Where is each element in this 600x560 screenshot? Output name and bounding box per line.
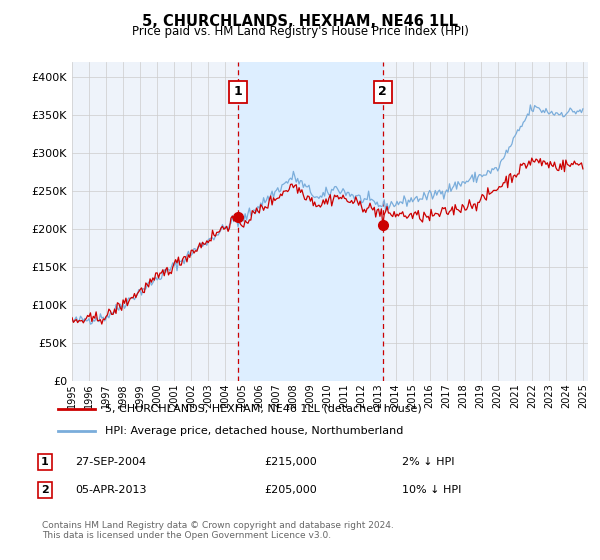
- Text: 5, CHURCHLANDS, HEXHAM, NE46 1LL: 5, CHURCHLANDS, HEXHAM, NE46 1LL: [142, 14, 458, 29]
- Text: Contains HM Land Registry data © Crown copyright and database right 2024.
This d: Contains HM Land Registry data © Crown c…: [42, 521, 394, 540]
- Text: HPI: Average price, detached house, Northumberland: HPI: Average price, detached house, Nort…: [106, 426, 404, 436]
- Bar: [238, 62, 383, 381]
- Text: 2: 2: [379, 86, 387, 99]
- Text: 05-APR-2013: 05-APR-2013: [75, 485, 146, 495]
- Text: 2% ↓ HPI: 2% ↓ HPI: [402, 457, 455, 467]
- Text: 5, CHURCHLANDS, HEXHAM, NE46 1LL (detached house): 5, CHURCHLANDS, HEXHAM, NE46 1LL (detach…: [106, 404, 422, 414]
- Text: £215,000: £215,000: [264, 457, 317, 467]
- Text: Price paid vs. HM Land Registry's House Price Index (HPI): Price paid vs. HM Land Registry's House …: [131, 25, 469, 38]
- Text: £205,000: £205,000: [264, 485, 317, 495]
- Text: 2: 2: [41, 485, 49, 495]
- Text: 1: 1: [41, 457, 49, 467]
- Text: 1: 1: [233, 86, 242, 99]
- Text: 27-SEP-2004: 27-SEP-2004: [75, 457, 146, 467]
- Text: 10% ↓ HPI: 10% ↓ HPI: [402, 485, 461, 495]
